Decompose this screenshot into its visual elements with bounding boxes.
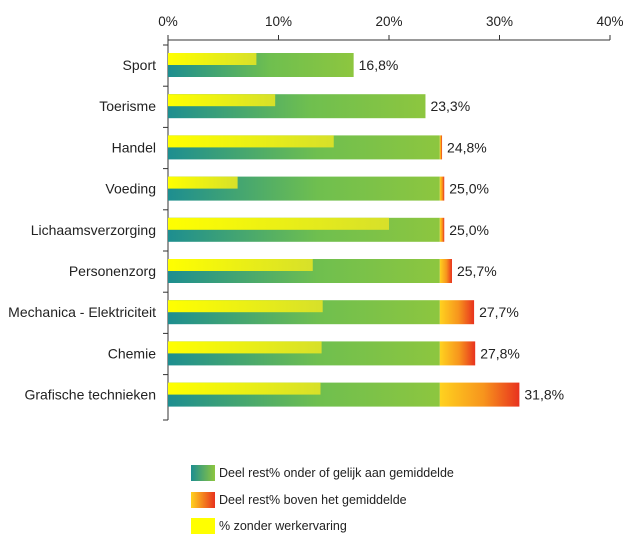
category-label: Voeding	[105, 181, 156, 197]
category-label: Chemie	[108, 345, 156, 361]
bar-no-work-experience	[168, 53, 257, 65]
total-value-label: 25,7%	[457, 263, 497, 279]
bar-above-avg	[439, 217, 445, 242]
bar-above-avg	[439, 176, 445, 201]
legend-label-no-work-experience: % zonder werkervaring	[219, 519, 347, 533]
total-value-label: 23,3%	[430, 98, 470, 114]
total-value-label: 25,0%	[449, 181, 489, 197]
bar-above-avg	[439, 259, 452, 283]
bar-no-work-experience	[168, 94, 276, 107]
bar-no-work-experience	[168, 259, 313, 271]
category-label: Mechanica - Elektriciteit	[8, 304, 156, 320]
category-label: Sport	[123, 57, 157, 73]
total-value-label: 31,8%	[524, 387, 564, 403]
category-label: Toerisme	[99, 98, 156, 114]
legend-swatch-no-work-experience	[191, 518, 215, 534]
legend-item-above-avg: Deel rest% boven het gemiddelde	[191, 491, 407, 509]
bar-above-avg	[439, 135, 443, 160]
bar-above-avg	[439, 341, 476, 366]
category-label: Personenzorg	[69, 263, 156, 279]
x-tick-label: 30%	[486, 14, 513, 29]
x-tick-label: 0%	[158, 14, 178, 29]
category-label: Grafische technieken	[24, 387, 156, 403]
total-value-label: 24,8%	[447, 139, 487, 155]
total-value-label: 27,8%	[480, 345, 520, 361]
x-tick-label: 20%	[375, 14, 402, 29]
legend-item-below-avg: Deel rest% onder of gelijk aan gemiddeld…	[191, 464, 454, 482]
legend-label-above-avg: Deel rest% boven het gemiddelde	[219, 493, 407, 507]
legend-swatch-below-avg	[191, 465, 215, 481]
bar-no-work-experience	[168, 217, 389, 230]
bar-no-work-experience	[168, 135, 334, 148]
x-tick-label: 10%	[265, 14, 292, 29]
total-value-label: 25,0%	[449, 222, 489, 238]
total-value-label: 27,7%	[479, 304, 519, 320]
legend-swatch-above-avg	[191, 492, 215, 508]
bar-above-avg	[439, 300, 475, 325]
bar-no-work-experience	[168, 341, 322, 354]
bar-above-avg	[439, 382, 520, 407]
category-label: Handel	[112, 139, 156, 155]
legend-label-below-avg: Deel rest% onder of gelijk aan gemiddeld…	[219, 466, 454, 480]
legend-item-no-work-experience: % zonder werkervaring	[191, 517, 347, 535]
category-label: Lichaamsverzorging	[31, 222, 156, 238]
total-value-label: 16,8%	[359, 57, 399, 73]
bar-no-work-experience	[168, 382, 321, 395]
bar-no-work-experience	[168, 300, 323, 313]
x-tick-label: 40%	[596, 14, 623, 29]
bar-no-work-experience	[168, 176, 238, 189]
